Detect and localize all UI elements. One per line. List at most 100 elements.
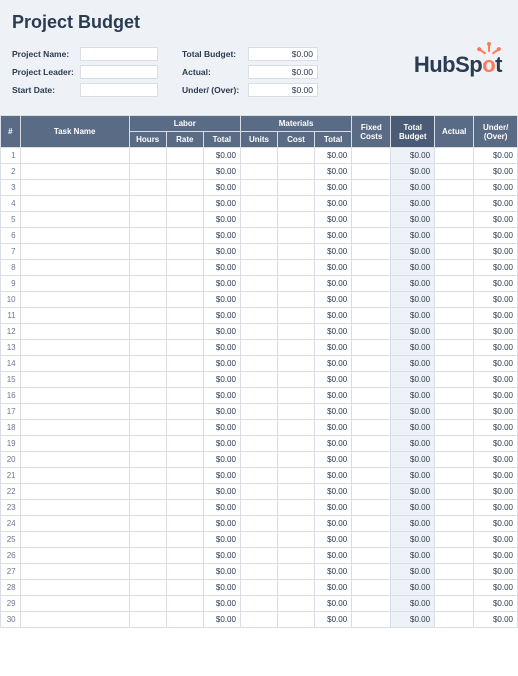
cell-units[interactable] — [240, 244, 277, 260]
cell-rate[interactable] — [166, 324, 203, 340]
cell-rate[interactable] — [166, 164, 203, 180]
cell-rate[interactable] — [166, 276, 203, 292]
cell-task[interactable] — [20, 484, 129, 500]
cell-cost[interactable] — [278, 516, 315, 532]
cell-rate[interactable] — [166, 404, 203, 420]
cell-cost[interactable] — [278, 180, 315, 196]
cell-actual[interactable] — [435, 212, 474, 228]
cell-fixed[interactable] — [352, 356, 391, 372]
cell-actual[interactable] — [435, 596, 474, 612]
cell-hours[interactable] — [129, 388, 166, 404]
cell-actual[interactable] — [435, 356, 474, 372]
cell-actual[interactable] — [435, 580, 474, 596]
cell-task[interactable] — [20, 292, 129, 308]
cell-task[interactable] — [20, 596, 129, 612]
cell-fixed[interactable] — [352, 516, 391, 532]
cell-rate[interactable] — [166, 244, 203, 260]
cell-hours[interactable] — [129, 420, 166, 436]
cell-fixed[interactable] — [352, 212, 391, 228]
cell-actual[interactable] — [435, 468, 474, 484]
cell-units[interactable] — [240, 500, 277, 516]
cell-hours[interactable] — [129, 276, 166, 292]
cell-rate[interactable] — [166, 292, 203, 308]
cell-hours[interactable] — [129, 180, 166, 196]
cell-fixed[interactable] — [352, 196, 391, 212]
cell-cost[interactable] — [278, 548, 315, 564]
cell-fixed[interactable] — [352, 596, 391, 612]
cell-rate[interactable] — [166, 228, 203, 244]
cell-cost[interactable] — [278, 388, 315, 404]
cell-hours[interactable] — [129, 260, 166, 276]
cell-fixed[interactable] — [352, 164, 391, 180]
cell-cost[interactable] — [278, 212, 315, 228]
cell-units[interactable] — [240, 516, 277, 532]
cell-hours[interactable] — [129, 452, 166, 468]
cell-task[interactable] — [20, 372, 129, 388]
cell-task[interactable] — [20, 260, 129, 276]
cell-actual[interactable] — [435, 372, 474, 388]
cell-actual[interactable] — [435, 500, 474, 516]
cell-actual[interactable] — [435, 564, 474, 580]
cell-fixed[interactable] — [352, 228, 391, 244]
cell-hours[interactable] — [129, 404, 166, 420]
cell-fixed[interactable] — [352, 404, 391, 420]
cell-rate[interactable] — [166, 388, 203, 404]
cell-rate[interactable] — [166, 148, 203, 164]
cell-task[interactable] — [20, 356, 129, 372]
cell-actual[interactable] — [435, 180, 474, 196]
cell-task[interactable] — [20, 404, 129, 420]
cell-fixed[interactable] — [352, 260, 391, 276]
cell-units[interactable] — [240, 196, 277, 212]
cell-rate[interactable] — [166, 196, 203, 212]
cell-actual[interactable] — [435, 148, 474, 164]
cell-units[interactable] — [240, 580, 277, 596]
cell-hours[interactable] — [129, 340, 166, 356]
cell-fixed[interactable] — [352, 436, 391, 452]
cell-fixed[interactable] — [352, 388, 391, 404]
cell-units[interactable] — [240, 388, 277, 404]
cell-task[interactable] — [20, 516, 129, 532]
cell-fixed[interactable] — [352, 500, 391, 516]
cell-task[interactable] — [20, 388, 129, 404]
cell-rate[interactable] — [166, 452, 203, 468]
cell-rate[interactable] — [166, 436, 203, 452]
cell-task[interactable] — [20, 324, 129, 340]
cell-rate[interactable] — [166, 340, 203, 356]
cell-rate[interactable] — [166, 596, 203, 612]
cell-cost[interactable] — [278, 292, 315, 308]
cell-actual[interactable] — [435, 292, 474, 308]
cell-actual[interactable] — [435, 228, 474, 244]
cell-units[interactable] — [240, 420, 277, 436]
cell-actual[interactable] — [435, 404, 474, 420]
cell-cost[interactable] — [278, 580, 315, 596]
cell-units[interactable] — [240, 548, 277, 564]
cell-cost[interactable] — [278, 260, 315, 276]
cell-units[interactable] — [240, 596, 277, 612]
cell-fixed[interactable] — [352, 452, 391, 468]
cell-units[interactable] — [240, 180, 277, 196]
cell-task[interactable] — [20, 420, 129, 436]
cell-cost[interactable] — [278, 436, 315, 452]
cell-task[interactable] — [20, 436, 129, 452]
cell-hours[interactable] — [129, 516, 166, 532]
cell-cost[interactable] — [278, 308, 315, 324]
cell-rate[interactable] — [166, 356, 203, 372]
cell-cost[interactable] — [278, 324, 315, 340]
cell-fixed[interactable] — [352, 276, 391, 292]
cell-cost[interactable] — [278, 244, 315, 260]
cell-cost[interactable] — [278, 228, 315, 244]
cell-hours[interactable] — [129, 548, 166, 564]
cell-hours[interactable] — [129, 324, 166, 340]
cell-rate[interactable] — [166, 212, 203, 228]
cell-fixed[interactable] — [352, 420, 391, 436]
cell-task[interactable] — [20, 532, 129, 548]
cell-rate[interactable] — [166, 260, 203, 276]
cell-rate[interactable] — [166, 484, 203, 500]
cell-actual[interactable] — [435, 612, 474, 628]
cell-cost[interactable] — [278, 404, 315, 420]
cell-fixed[interactable] — [352, 612, 391, 628]
cell-rate[interactable] — [166, 548, 203, 564]
cell-fixed[interactable] — [352, 340, 391, 356]
cell-units[interactable] — [240, 260, 277, 276]
cell-hours[interactable] — [129, 148, 166, 164]
